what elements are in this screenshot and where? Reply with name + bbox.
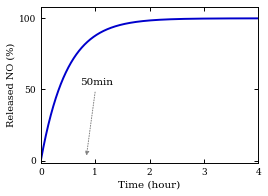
Text: 50min: 50min	[80, 78, 113, 155]
Y-axis label: Released NO (%): Released NO (%)	[7, 43, 16, 127]
X-axis label: Time (hour): Time (hour)	[118, 180, 181, 189]
